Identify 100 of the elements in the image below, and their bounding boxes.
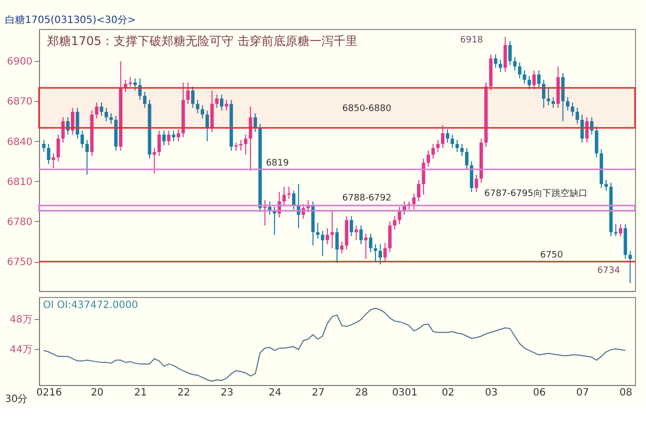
candlestick xyxy=(138,78,142,100)
candlestick xyxy=(426,150,430,168)
x-tick-label: 24 xyxy=(268,388,282,398)
candlestick xyxy=(320,230,324,257)
candlestick xyxy=(402,200,406,216)
x-tick-label: 23 xyxy=(220,388,234,398)
candlestick xyxy=(392,216,396,230)
candlestick xyxy=(167,130,170,146)
candlestick xyxy=(436,139,440,152)
candlestick xyxy=(133,78,137,91)
x-tick-label: 02 xyxy=(442,388,454,398)
candlestick xyxy=(70,107,74,136)
annotation: 6787-6795向下跳空缺口 xyxy=(484,188,588,199)
candlestick xyxy=(368,233,372,253)
y-tick-label: 6870 xyxy=(7,96,32,108)
candlestick xyxy=(566,96,570,112)
candlestick xyxy=(498,59,502,72)
candlestick xyxy=(450,134,454,148)
candlestick xyxy=(504,36,507,72)
candlestick xyxy=(374,244,378,262)
candlestick xyxy=(552,96,555,108)
candlestick xyxy=(306,200,310,213)
candlestick xyxy=(302,204,306,220)
candlestick xyxy=(254,112,257,132)
candlestick xyxy=(580,114,584,144)
candlestick xyxy=(431,143,435,160)
candlestick xyxy=(196,99,200,114)
candlestick xyxy=(66,116,70,136)
x-tick-label: 21 xyxy=(134,388,147,398)
candlestick xyxy=(292,190,296,210)
candlestick xyxy=(46,143,50,165)
candlestick xyxy=(570,102,574,116)
candlestick xyxy=(474,174,478,193)
candlestick xyxy=(287,186,291,200)
candlestick xyxy=(220,94,224,112)
band-label: 6850-6880 xyxy=(342,104,392,114)
candlestick xyxy=(364,233,368,260)
candlestick xyxy=(215,94,219,108)
chart-title: 郑糖1705：支撑下破郑糖无险可守 击穿前底原糖一泻千里 xyxy=(47,34,358,48)
line-series xyxy=(43,308,626,382)
candlestick xyxy=(518,62,522,79)
candlestick xyxy=(576,107,580,124)
candlestick xyxy=(80,130,84,148)
candlestick xyxy=(191,86,195,108)
candlestick xyxy=(157,130,161,156)
candlestick xyxy=(350,216,354,237)
candlestick xyxy=(412,192,416,210)
candlestick xyxy=(42,139,46,152)
candlestick xyxy=(206,110,209,142)
x-tick-label: 20 xyxy=(90,388,104,398)
text: 白糖1705(031305)<30分> xyxy=(5,14,136,26)
candlestick xyxy=(200,104,204,120)
candlestick xyxy=(470,160,474,193)
candlestick xyxy=(186,82,190,104)
candlestick xyxy=(56,134,60,162)
y-tick-label: 44万 xyxy=(10,344,32,356)
candlestick xyxy=(537,70,541,88)
candlestick xyxy=(128,76,132,87)
band-label: 6788-6792 xyxy=(342,193,392,204)
candlestick xyxy=(239,139,243,152)
candlestick xyxy=(455,139,459,152)
candlestick xyxy=(162,130,166,146)
y-tick-label: 6810 xyxy=(7,176,32,188)
y-tick-label: 6750 xyxy=(7,257,32,268)
candlestick xyxy=(278,192,282,218)
x-tick-label: 06 xyxy=(533,388,546,398)
y-tick-label: 6900 xyxy=(7,56,32,68)
x-tick-label: 08 xyxy=(620,388,632,398)
text: 30分 xyxy=(5,393,28,405)
candlestick xyxy=(316,222,320,240)
candlestick xyxy=(528,75,531,90)
annotation: OI OI:437472.0000 xyxy=(43,300,138,311)
y-tick-label: 6840 xyxy=(7,136,32,148)
candlestick xyxy=(52,152,56,169)
candlestick xyxy=(85,139,89,176)
candlestick xyxy=(340,241,344,254)
candlestick xyxy=(282,186,286,206)
annotation: 6734 xyxy=(597,266,620,276)
candlestick xyxy=(494,54,498,68)
candlestick xyxy=(143,91,146,108)
ref-line-label: 6819 xyxy=(266,158,290,168)
candlestick xyxy=(590,116,594,136)
x-tick-label: 03 xyxy=(484,388,498,398)
y-tick-label: 48万 xyxy=(10,314,32,326)
x-tick-label: 27 xyxy=(312,388,325,398)
candlestick xyxy=(513,56,517,71)
candlestick xyxy=(152,147,156,174)
candlestick xyxy=(383,242,387,262)
candlestick xyxy=(100,102,104,116)
candlestick xyxy=(354,225,358,241)
candlestick xyxy=(378,244,382,265)
candlestick xyxy=(172,130,176,142)
candlestick xyxy=(388,220,392,253)
candlestick xyxy=(417,180,420,202)
candlestick xyxy=(326,228,330,245)
x-tick-label: 28 xyxy=(355,388,368,398)
candlestick xyxy=(244,134,248,156)
candlestick xyxy=(628,250,632,284)
y-tick-label: 6780 xyxy=(7,216,32,228)
x-tick-label: 0301 xyxy=(392,388,418,398)
